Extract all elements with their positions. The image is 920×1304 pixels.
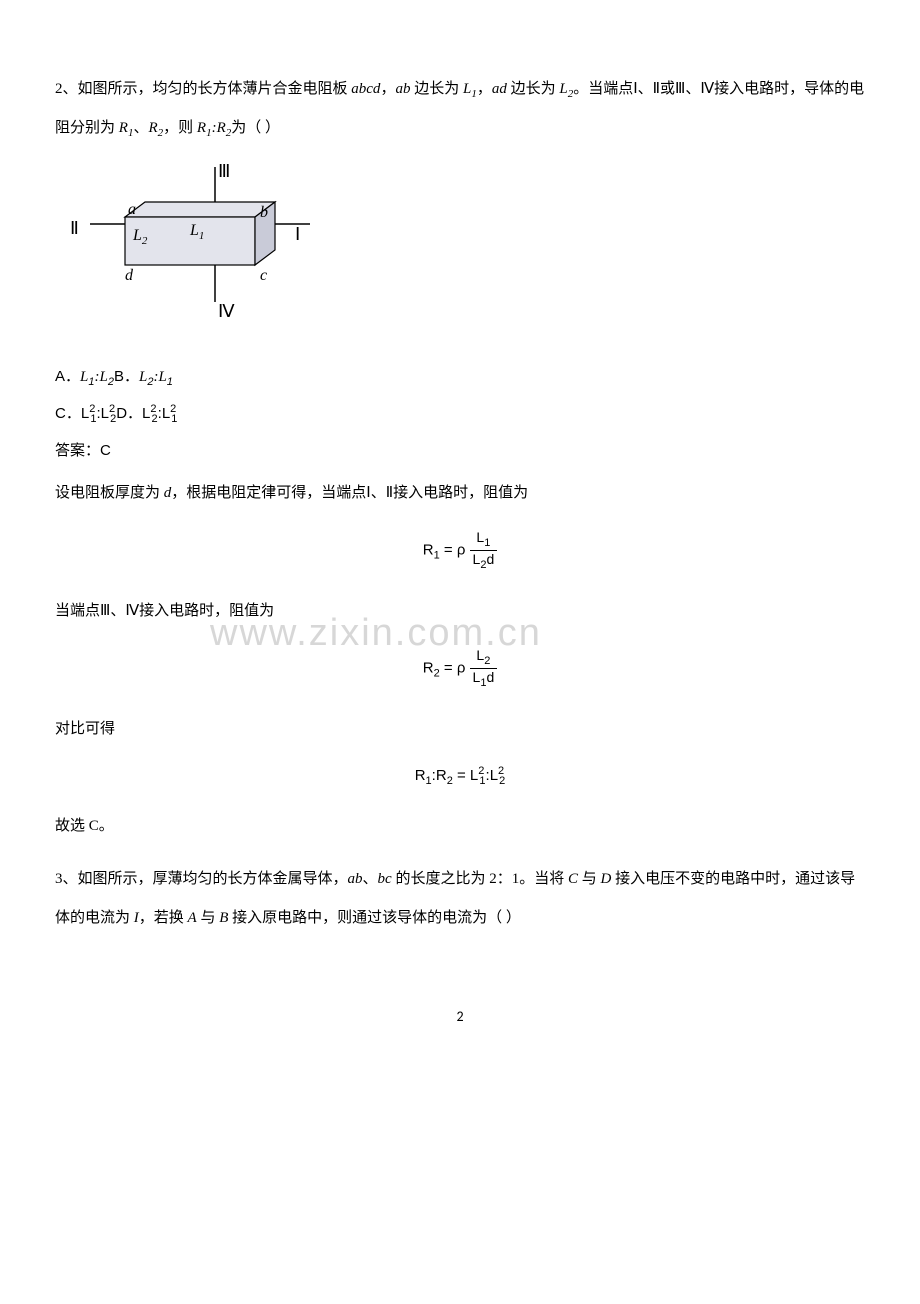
- question-2-diagram: Ⅲ Ⅳ Ⅱ Ⅰ a b c d L1 L2: [55, 162, 865, 347]
- explain-2: 当端点Ⅲ、Ⅳ接入电路时，阻值为: [55, 592, 865, 631]
- svg-text:d: d: [125, 267, 134, 284]
- equation-1: R1 = ρ L1L2d: [55, 529, 865, 572]
- svg-text:Ⅰ: Ⅰ: [295, 224, 300, 244]
- choice-ab: A．L1:L2B．L2:L1: [55, 365, 865, 388]
- choice-cd: C．L21:L22D．L22:L21: [55, 402, 865, 425]
- explain-3: 对比可得: [55, 710, 865, 749]
- page-number: 2: [55, 1008, 865, 1025]
- explain-1: 设电阻板厚度为 d，根据电阻定律可得，当端点Ⅰ、Ⅱ接入电路时，阻值为: [55, 474, 865, 513]
- equation-2: R2 = ρ L2L1d: [55, 647, 865, 690]
- svg-text:a: a: [128, 201, 136, 218]
- svg-text:c: c: [260, 267, 267, 284]
- svg-text:Ⅲ: Ⅲ: [218, 162, 230, 181]
- question-3-text: 3、如图所示，厚薄均匀的长方体金属导体，ab、bc 的长度之比为 2：1。当将 …: [55, 860, 865, 938]
- conclusion: 故选 C。: [55, 807, 865, 846]
- svg-text:Ⅱ: Ⅱ: [70, 218, 79, 238]
- svg-text:b: b: [260, 204, 268, 221]
- answer-line: 答案：C: [55, 439, 865, 460]
- question-2-text: 2、如图所示，均匀的长方体薄片合金电阻板 abcd，ab 边长为 L1，ad 边…: [55, 70, 865, 148]
- equation-3: R1:R2 = L21:L22: [55, 765, 865, 787]
- svg-text:Ⅳ: Ⅳ: [218, 301, 235, 321]
